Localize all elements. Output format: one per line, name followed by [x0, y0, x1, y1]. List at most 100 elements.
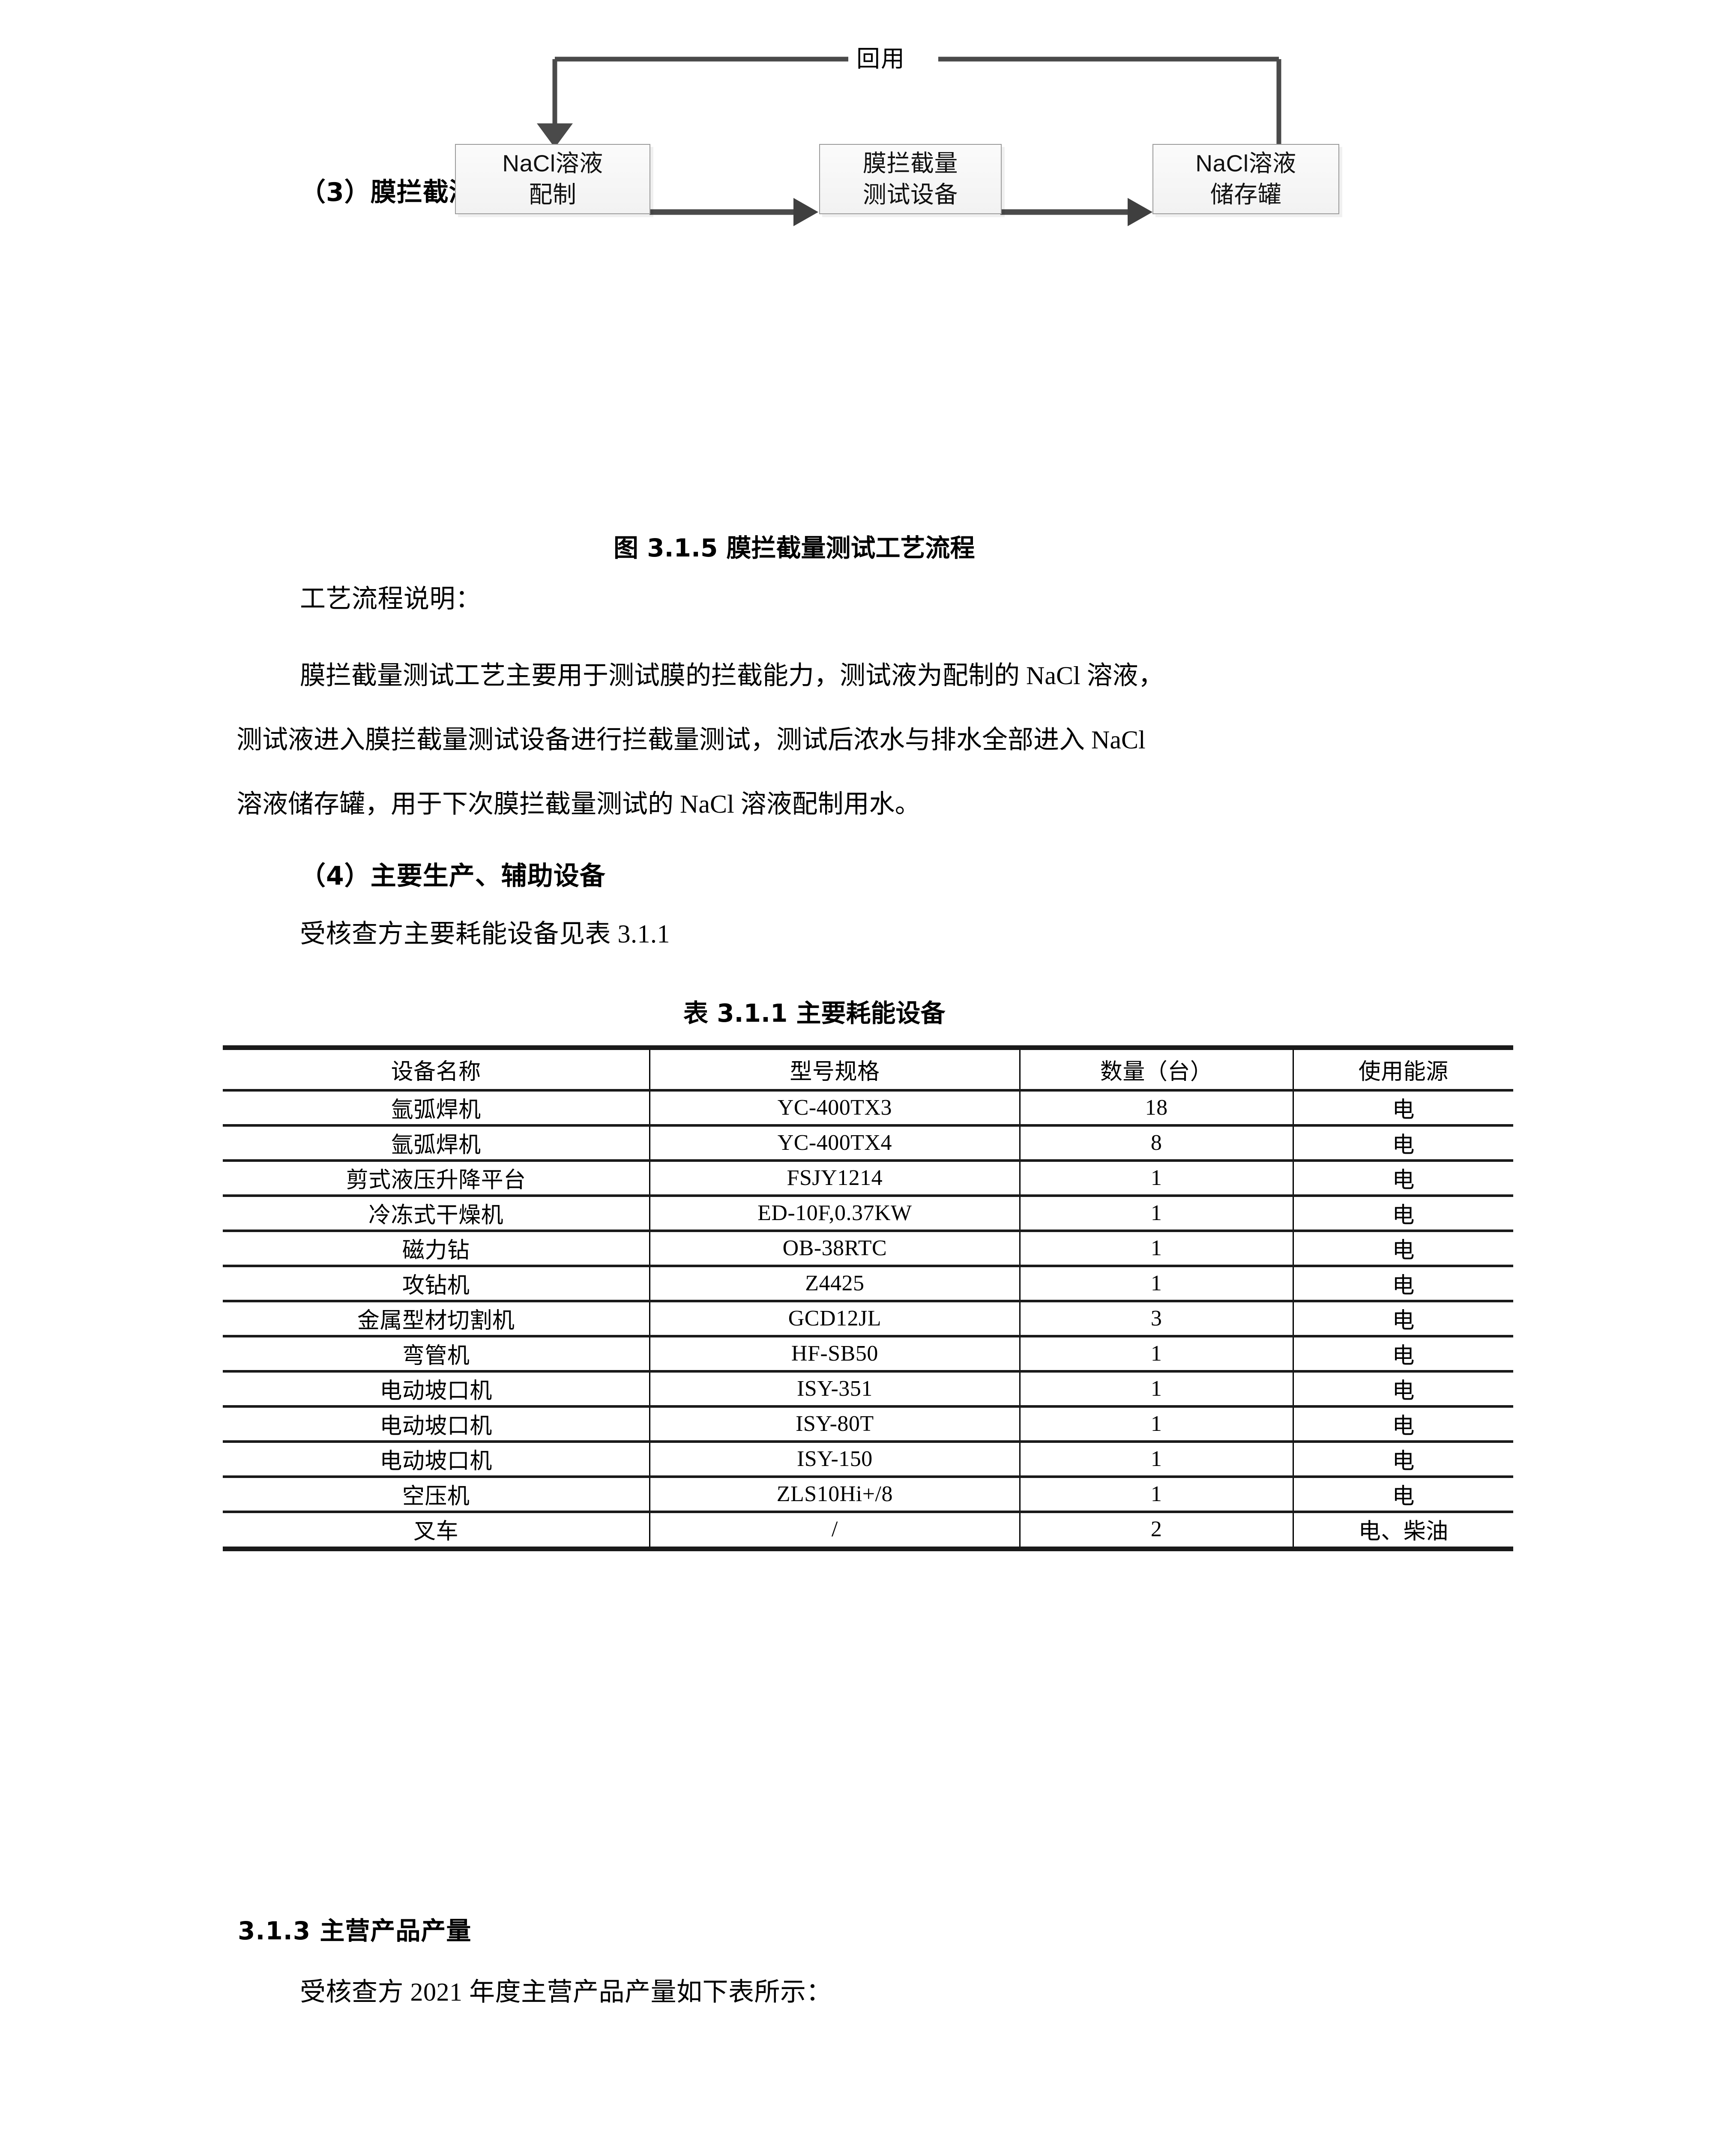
column-header-energy-source: 使用能源	[1292, 1049, 1513, 1090]
table-row: 氩弧焊机 YC-400TX3 18 电	[223, 1090, 1513, 1125]
flow-box-3-line2: 储存罐	[1210, 181, 1282, 208]
table-body: 氩弧焊机 YC-400TX3 18 电氩弧焊机 YC-400TX4 8 电剪式液压升降平台 F…	[223, 1090, 1513, 1547]
cell-energy-source: 电	[1292, 1125, 1513, 1160]
cell-energy-source: 电	[1292, 1265, 1513, 1301]
table-rule-0	[223, 1089, 1513, 1092]
table-caption: 表 3.1.1 主要耗能设备	[683, 999, 946, 1028]
table-rule-11	[223, 1475, 1513, 1478]
cell-energy-source: 电	[1292, 1301, 1513, 1336]
table-rule-5	[223, 1265, 1513, 1267]
cell-energy-source: 电	[1292, 1230, 1513, 1265]
cell-energy-source: 电	[1292, 1406, 1513, 1441]
arrowhead-down-box1	[537, 123, 573, 148]
table-rule-9	[223, 1405, 1513, 1408]
cell-energy-source: 电	[1292, 1195, 1513, 1230]
table-header-row: 设备名称 型号规格 数量（台） 使用能源	[223, 1049, 1513, 1090]
cell-energy-source: 电	[1292, 1441, 1513, 1476]
closing-paragraph: 受核查方 2021 年度主营产品产量如下表所示：	[300, 1978, 832, 2006]
arrowhead-box3	[1128, 198, 1152, 226]
cell-energy-source: 电	[1292, 1476, 1513, 1511]
table-rule-10	[223, 1440, 1513, 1443]
cell-quantity: 1	[1019, 1371, 1294, 1406]
section-heading-313: 3.1.3 主营产品产量	[238, 1916, 472, 1945]
cell-model-spec: HF-SB50	[649, 1336, 1021, 1371]
cell-equipment-name: 叉车	[223, 1511, 651, 1547]
cell-equipment-name: 攻钻机	[223, 1265, 651, 1301]
table-rule-8	[223, 1370, 1513, 1373]
column-header-equipment-name: 设备名称	[223, 1049, 651, 1090]
cell-quantity: 1	[1019, 1406, 1294, 1441]
cell-quantity: 1	[1019, 1195, 1294, 1230]
cell-model-spec: /	[649, 1511, 1021, 1547]
cell-equipment-name: 电动坡口机	[223, 1406, 651, 1441]
cell-energy-source: 电	[1292, 1336, 1513, 1371]
cell-model-spec: YC-400TX4	[649, 1125, 1021, 1160]
table-row: 磁力钻 OB-38RTC 1 电	[223, 1230, 1513, 1265]
flow-box-1-line1: NaCl溶液	[502, 150, 603, 177]
cell-model-spec: ISY-150	[649, 1441, 1021, 1476]
flow-box-2-line1: 膜拦截量	[862, 150, 958, 177]
cell-model-spec: ZLS10Hi+/8	[649, 1476, 1021, 1511]
table-rule-2	[223, 1159, 1513, 1162]
cell-equipment-name: 弯管机	[223, 1336, 651, 1371]
section-heading-4: （4）主要生产、辅助设备	[300, 861, 606, 891]
cell-equipment-name: 氩弧焊机	[223, 1125, 651, 1160]
table-row: 空压机 ZLS10Hi+/8 1 电	[223, 1476, 1513, 1511]
table-row: 氩弧焊机 YC-400TX4 8 电	[223, 1125, 1513, 1160]
table-rule-7	[223, 1335, 1513, 1337]
table-row: 金属型材切割机 GCD12JL 3 电	[223, 1301, 1513, 1336]
column-header-quantity: 数量（台）	[1019, 1049, 1294, 1090]
flow-box-3-line1: NaCl溶液	[1195, 150, 1296, 177]
cell-equipment-name: 空压机	[223, 1476, 651, 1511]
flow-box-nacl-storage-tank: NaCl溶液 储存罐	[1152, 144, 1339, 214]
table-row: 电动坡口机 ISY-80T 1 电	[223, 1406, 1513, 1441]
table-rule-3	[223, 1194, 1513, 1197]
table-row: 冷冻式干燥机 ED-10F,0.37KW 1 电	[223, 1195, 1513, 1230]
figure-caption: 图 3.1.5 膜拦截量测试工艺流程	[614, 533, 975, 562]
cell-model-spec: FSJY1214	[649, 1160, 1021, 1195]
cell-model-spec: Z4425	[649, 1265, 1021, 1301]
cell-equipment-name: 电动坡口机	[223, 1371, 651, 1406]
table-row: 剪式液压升降平台 FSJY1214 1 电	[223, 1160, 1513, 1195]
cell-equipment-name: 剪式液压升降平台	[223, 1160, 651, 1195]
table-rule-12	[223, 1511, 1513, 1513]
table-rule-1	[223, 1124, 1513, 1127]
cell-equipment-name: 电动坡口机	[223, 1441, 651, 1476]
cell-model-spec: GCD12JL	[649, 1301, 1021, 1336]
process-paragraph-line-3: 溶液储存罐，用于下次膜拦截量测试的 NaCl 溶液配制用水。	[236, 790, 921, 818]
cell-quantity: 2	[1019, 1511, 1294, 1547]
cell-equipment-name: 冷冻式干燥机	[223, 1195, 651, 1230]
process-flow-diagram: 回用 NaCl溶液 配制 膜拦截量 测试设备 NaCl溶液 储存罐	[0, 0, 1736, 240]
cell-equipment-name: 磁力钻	[223, 1230, 651, 1265]
cell-model-spec: OB-38RTC	[649, 1230, 1021, 1265]
cell-model-spec: ISY-80T	[649, 1406, 1021, 1441]
recycle-label: 回用	[850, 39, 912, 74]
cell-quantity: 3	[1019, 1301, 1294, 1336]
flow-box-nacl-preparation: NaCl溶液 配制	[455, 144, 650, 214]
table-row: 叉车/2 电、柴油	[223, 1511, 1513, 1547]
equipment-table: 设备名称 型号规格 数量（台） 使用能源 氩弧焊机 YC-400TX3 18 电氩弧焊…	[223, 1049, 1513, 1547]
table-rule-bottom	[223, 1547, 1513, 1551]
cell-model-spec: ISY-351	[649, 1371, 1021, 1406]
flow-box-1-line2: 配制	[529, 181, 577, 208]
table-row: 攻钻机 Z4425 1 电	[223, 1265, 1513, 1301]
cell-model-spec: ED-10F,0.37KW	[649, 1195, 1021, 1230]
table-row: 电动坡口机 ISY-351 1 电	[223, 1371, 1513, 1406]
table-rule-4	[223, 1230, 1513, 1232]
cell-quantity: 1	[1019, 1160, 1294, 1195]
cell-quantity: 1	[1019, 1476, 1294, 1511]
flow-box-membrane-test-equipment: 膜拦截量 测试设备	[819, 144, 1002, 214]
cell-energy-source: 电	[1292, 1371, 1513, 1406]
cell-quantity: 1	[1019, 1230, 1294, 1265]
flow-box-2-line2: 测试设备	[862, 181, 958, 208]
flow-connectors	[537, 57, 1281, 226]
process-paragraph-line-2: 测试液进入膜拦截量测试设备进行拦截量测试，测试后浓水与排水全部进入 NaCl	[236, 726, 1146, 754]
cell-energy-source: 电	[1292, 1090, 1513, 1125]
process-paragraph-line-1: 膜拦截量测试工艺主要用于测试膜的拦截能力，测试液为配制的 NaCl 溶液，	[300, 661, 1164, 690]
arrowhead-box2	[793, 198, 818, 226]
cell-quantity: 8	[1019, 1125, 1294, 1160]
table-intro-text: 受核查方主要耗能设备见表 3.1.1	[300, 920, 670, 948]
cell-quantity: 1	[1019, 1265, 1294, 1301]
cell-model-spec: YC-400TX3	[649, 1090, 1021, 1125]
